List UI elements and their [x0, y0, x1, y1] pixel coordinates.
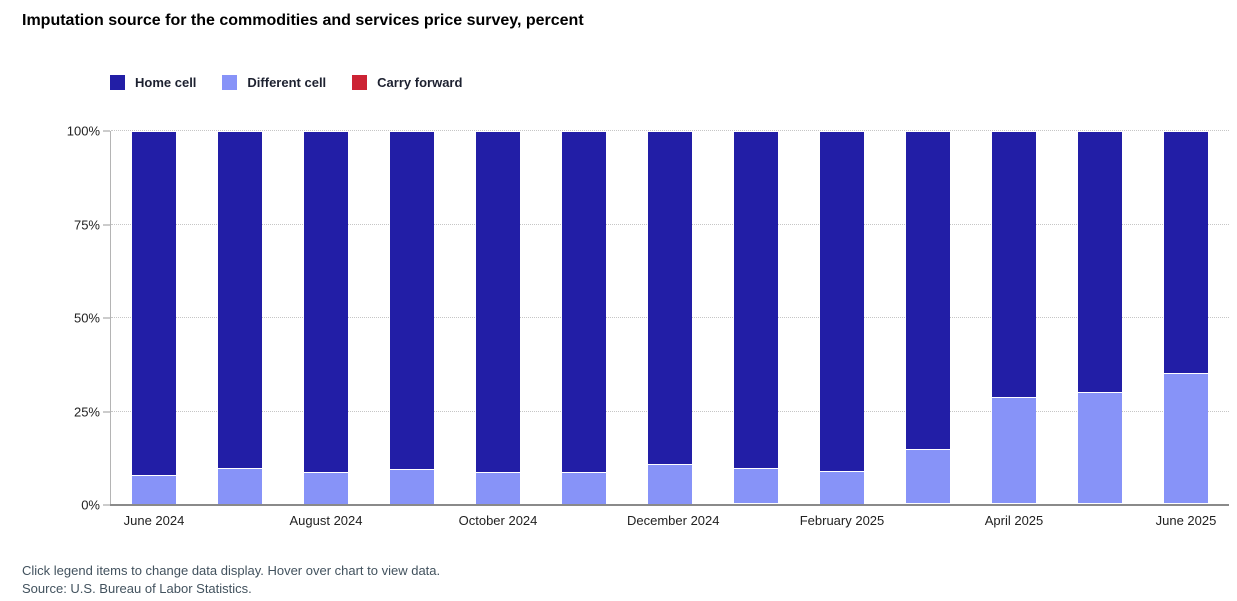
segment-different-cell[interactable] [304, 472, 348, 504]
y-tick-label-75: 75% [73, 217, 100, 232]
y-axis-line [110, 131, 111, 505]
segment-different-cell[interactable] [132, 474, 176, 504]
bar-november-2024[interactable] [562, 131, 606, 505]
segment-different-cell[interactable] [906, 448, 950, 504]
legend-item-home-cell[interactable]: Home cell [110, 75, 196, 90]
legend-swatch-different-cell [222, 75, 238, 90]
segment-different-cell[interactable] [1164, 373, 1208, 504]
segment-different-cell[interactable] [734, 468, 778, 504]
y-tick-mark-100 [103, 130, 110, 132]
footer-note: Click legend items to change data displa… [22, 563, 441, 578]
bar-slot-november-2024 [541, 131, 627, 505]
bar-march-2025[interactable] [906, 131, 950, 505]
x-tick-label-april-2025: April 2025 [984, 513, 1044, 528]
segment-home-cell[interactable] [218, 131, 262, 468]
segment-home-cell[interactable] [132, 131, 176, 475]
bar-july-2024[interactable] [218, 131, 262, 505]
bar-slot-march-2025 [885, 131, 971, 505]
x-tick-label-june-2024: June 2024 [123, 513, 185, 528]
y-tick-mark-0 [103, 504, 110, 506]
segment-home-cell[interactable] [476, 131, 520, 472]
legend-label: Carry forward [377, 75, 463, 90]
y-axis-labels: 0% 25% 50% 75% 100% [0, 124, 100, 513]
bar-slot-june-2024 [111, 131, 197, 505]
segment-different-cell[interactable] [218, 468, 262, 504]
bar-february-2025[interactable] [820, 131, 864, 505]
x-tick-label-june-2025: June 2025 [1155, 513, 1217, 528]
bar-slot-january-2025 [713, 131, 799, 505]
segment-home-cell[interactable] [648, 131, 692, 464]
y-tick-label-25: 25% [73, 404, 100, 419]
bar-january-2025[interactable] [734, 131, 778, 505]
bar-slot-december-2024 [627, 131, 713, 505]
bar-slot-september-2024 [369, 131, 455, 505]
segment-different-cell[interactable] [390, 468, 434, 504]
x-tick-label-august-2024: August 2024 [289, 513, 363, 528]
bar-june-2025[interactable] [1164, 131, 1208, 505]
chart-footer: Click legend items to change data displa… [22, 562, 440, 598]
x-axis-labels: June 2024 August 2024 October 2024 December… [111, 513, 1229, 533]
legend-swatch-home-cell [110, 75, 125, 90]
segment-different-cell[interactable] [1078, 392, 1122, 504]
segment-different-cell[interactable] [648, 463, 692, 504]
segment-different-cell[interactable] [820, 471, 864, 504]
y-tick-label-100: 100% [66, 123, 100, 139]
bar-september-2024[interactable] [390, 131, 434, 505]
bar-june-2024[interactable] [132, 131, 176, 505]
bar-slot-may-2025 [1057, 131, 1143, 505]
footer-source: Source: U.S. Bureau of Labor Statistics. [22, 581, 252, 596]
bar-may-2025[interactable] [1078, 131, 1122, 505]
y-tick-label-0: 0% [81, 497, 100, 513]
gridline-100 [111, 130, 1229, 131]
bar-october-2024[interactable] [476, 131, 520, 505]
chart-title: Imputation source for the commodities an… [22, 12, 584, 29]
legend-label: Different cell [247, 75, 327, 90]
segment-home-cell[interactable] [562, 131, 606, 473]
segment-home-cell[interactable] [390, 131, 434, 469]
segment-home-cell[interactable] [820, 131, 864, 472]
y-axis-ticks [103, 130, 110, 506]
x-tick-label-december-2024: December 2024 [627, 513, 720, 528]
x-axis-line [110, 504, 1229, 506]
segment-home-cell[interactable] [1078, 131, 1122, 393]
bar-slot-february-2025 [799, 131, 885, 505]
segment-home-cell[interactable] [992, 131, 1036, 397]
bar-slot-july-2024 [197, 131, 283, 505]
bar-december-2024[interactable] [648, 131, 692, 505]
y-tick-label-50: 50% [73, 310, 100, 326]
y-tick-mark-50 [103, 317, 110, 319]
bar-slot-june-2025 [1143, 131, 1229, 505]
segment-different-cell[interactable] [992, 396, 1036, 504]
segment-home-cell[interactable] [304, 131, 348, 473]
x-tick-label-february-2025: February 2025 [799, 513, 885, 528]
legend-swatch-carry-forward [352, 75, 368, 90]
segment-different-cell[interactable] [476, 471, 520, 504]
segment-home-cell[interactable] [734, 131, 778, 468]
bar-slot-august-2024 [283, 131, 369, 505]
segment-home-cell[interactable] [906, 131, 950, 449]
bar-slot-october-2024 [455, 131, 541, 505]
segment-home-cell[interactable] [1164, 131, 1208, 374]
y-tick-mark-25 [103, 411, 110, 412]
legend-label: Home cell [135, 75, 197, 90]
bar-april-2025[interactable] [992, 131, 1036, 505]
legend-item-different-cell[interactable]: Different cell [222, 75, 326, 90]
legend: Home cell Different cell Carry forward [110, 75, 462, 90]
plot-area[interactable] [111, 130, 1229, 505]
legend-item-carry-forward[interactable]: Carry forward [352, 75, 462, 90]
y-tick-mark-75 [103, 224, 110, 225]
bar-slot-april-2025 [971, 131, 1057, 505]
bar-august-2024[interactable] [304, 131, 348, 505]
x-tick-label-october-2024: October 2024 [458, 513, 538, 528]
segment-different-cell[interactable] [562, 472, 606, 504]
